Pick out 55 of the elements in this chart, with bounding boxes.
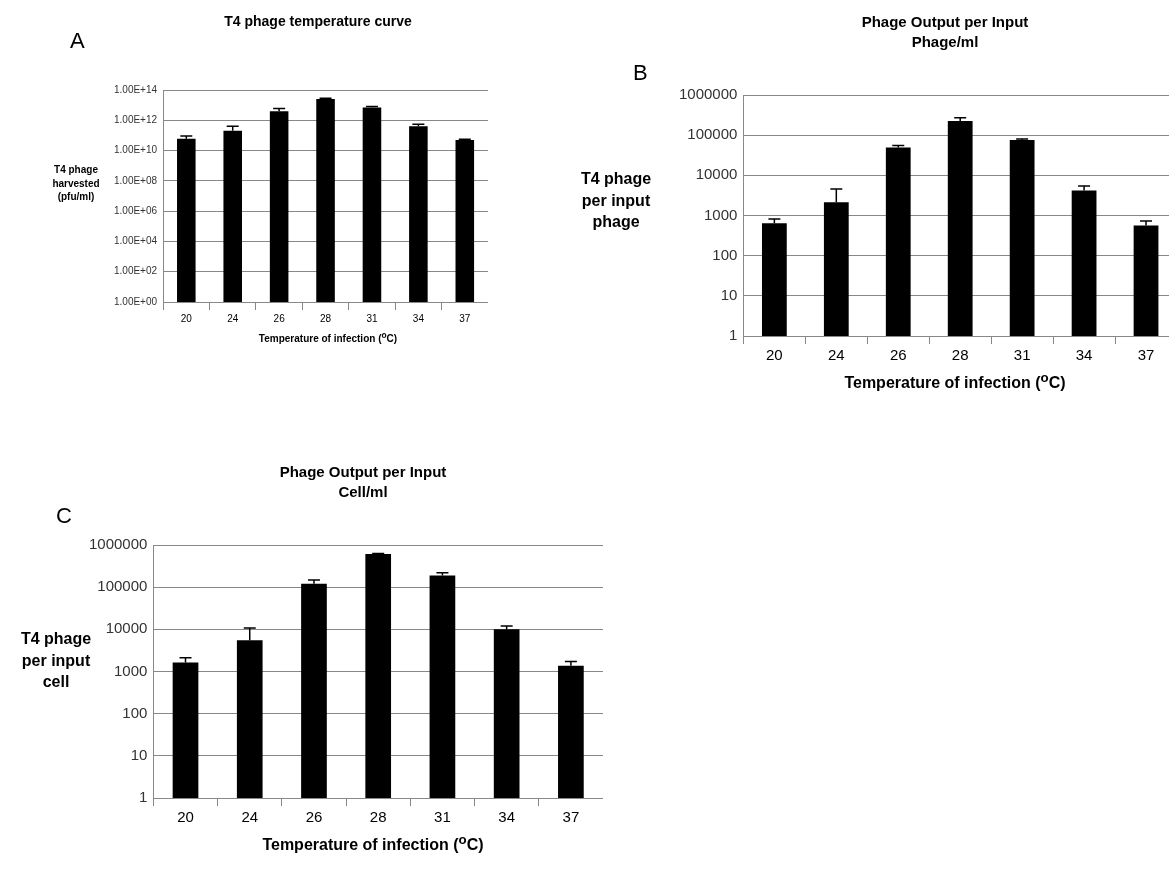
x-axis-title: Temperature of infection ($^{o}$C): [843, 370, 1067, 393]
text: C: [56, 503, 72, 529]
x-tick-label: 26: [305, 808, 323, 826]
y-tick-label: 1000000: [88, 535, 148, 553]
chart-title: Phage Output per Input Cell/ml: [278, 462, 448, 503]
y-tick-label: 1: [729, 326, 738, 344]
x-tick-label: 34: [412, 312, 425, 324]
x-tick-label: 37: [1137, 346, 1155, 364]
y-tick-label: 1000: [704, 205, 738, 223]
y-tick-label: 1.00E+06: [113, 204, 158, 216]
x-tick-label: 28: [951, 346, 969, 364]
x-tick-label: 37: [459, 312, 471, 324]
x-axis-title: Temperature of infection ($^{o}$C): [261, 832, 485, 855]
x-tick-label: 28: [319, 312, 332, 324]
y-tick-label: 1.00E+10: [113, 144, 158, 156]
x-tick-label: 20: [177, 808, 194, 826]
y-tick-label: 100: [122, 703, 148, 721]
y-tick-label: 1.00E+12: [113, 114, 158, 126]
y-tick-label: 1.00E+00: [113, 295, 158, 307]
y-tick-label: 100000: [97, 577, 148, 595]
x-tick-label: 26: [889, 346, 907, 364]
y-tick-label: 1.00E+04: [113, 235, 158, 247]
y-tick-label: 1.00E+08: [113, 174, 158, 186]
y-tick-label: 10000: [695, 165, 738, 183]
x-tick-label: 31: [434, 808, 451, 826]
x-tick-label: 34: [498, 808, 515, 826]
y-axis-title: T4 phage per input phage: [579, 169, 653, 233]
text: A: [70, 28, 85, 54]
x-tick-label: 26: [273, 312, 286, 324]
y-tick-label: 1.00E+02: [113, 265, 158, 277]
text: B: [633, 60, 648, 86]
x-axis-title: Temperature of infection ($^{o}$C): [257, 330, 399, 345]
y-tick-label: 10000: [105, 619, 148, 637]
y-tick-label: 1.00E+14: [113, 83, 158, 95]
y-tick-label: 10: [720, 285, 738, 303]
x-tick-label: 24: [827, 346, 845, 364]
x-tick-label: 34: [1075, 346, 1093, 364]
y-tick-label: 100: [712, 245, 738, 263]
x-tick-label: 20: [766, 346, 783, 364]
chart-title: T4 phage temperature curve: [223, 12, 413, 31]
x-tick-label: 31: [366, 312, 378, 324]
x-tick-label: 20: [180, 312, 193, 324]
y-tick-label: 1000: [114, 661, 148, 679]
x-tick-label: 24: [227, 312, 239, 324]
y-tick-label: 1000000: [678, 85, 738, 103]
y-tick-label: 1: [139, 788, 148, 806]
y-tick-label: 10: [130, 745, 148, 763]
y-tick-label: 100000: [687, 125, 738, 143]
y-axis-title: T4 phage harvested (pfu/ml): [52, 164, 100, 202]
x-tick-label: 37: [562, 808, 580, 826]
chart-title: Phage Output per Input Phage/ml: [860, 12, 1030, 53]
x-tick-label: 24: [241, 808, 259, 826]
x-tick-label: 28: [369, 808, 387, 826]
x-tick-label: 31: [1013, 346, 1031, 364]
y-axis-title: T4 phage per input cell: [19, 629, 93, 693]
